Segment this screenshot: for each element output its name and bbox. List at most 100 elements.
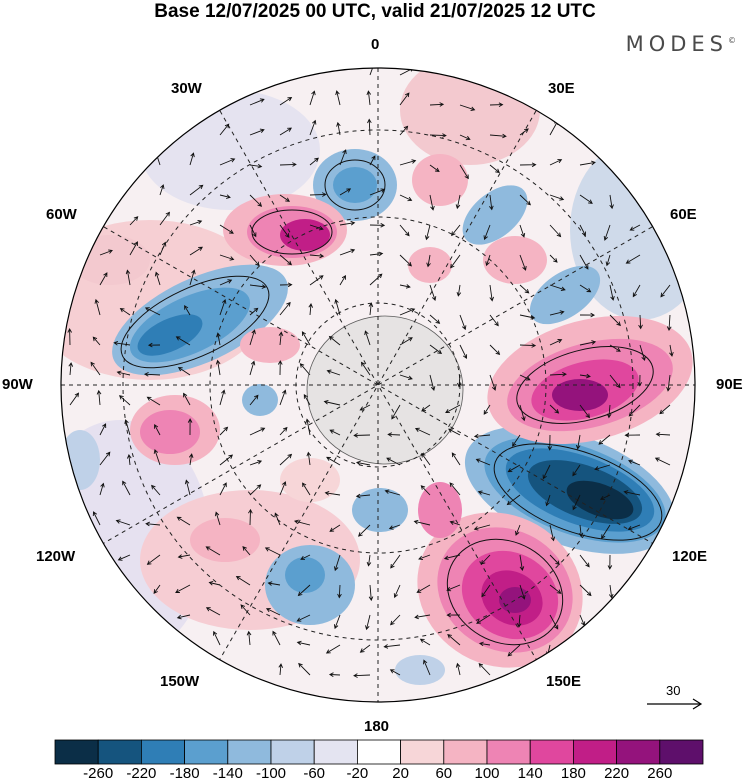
colorbar-swatch	[486, 739, 531, 765]
wind-arrow-icon	[366, 554, 372, 567]
wind-arrow-icon	[609, 314, 621, 327]
wind-arrow-icon	[628, 459, 641, 466]
colorbar-tick-label: 60	[435, 765, 453, 782]
wind-arrow-icon	[309, 192, 327, 197]
wind-arrow-icon	[445, 404, 461, 414]
wind-arrow-icon	[92, 511, 101, 526]
wind-arrow-icon	[599, 494, 611, 501]
colorbar-swatch	[443, 739, 488, 765]
wind-arrow-icon	[519, 254, 527, 271]
wind-arrow-icon	[451, 452, 461, 466]
wind-arrow-icon	[358, 524, 371, 537]
wind-arrow-icon	[299, 363, 311, 376]
wind-arrow-icon	[249, 224, 257, 238]
wind-arrow-icon	[507, 644, 521, 657]
wind-arrow-icon	[328, 672, 341, 677]
wind-arrow-icon	[669, 344, 674, 357]
wind-arrow-icon	[489, 344, 501, 356]
wind-arrow-icon	[419, 638, 431, 646]
wind-arrow-icon	[594, 464, 611, 471]
wind-arrow-icon	[579, 312, 596, 318]
wind-arrow-icon	[249, 394, 259, 406]
wind-arrow-icon	[264, 547, 281, 556]
wind-scale-arrow-icon	[647, 698, 703, 710]
wind-arrow-icon	[278, 663, 284, 676]
wind-arrow-icon	[119, 395, 131, 406]
wind-arrow-icon	[188, 453, 194, 466]
colorbar-swatch	[97, 739, 142, 765]
colorbar-tick-label: 100	[474, 765, 500, 782]
wind-arrow-icon	[176, 614, 191, 620]
wind-arrow-icon	[478, 641, 491, 647]
wind-arrow-icon	[249, 329, 256, 346]
colorbar-swatch	[184, 739, 229, 765]
wind-arrow-icon	[151, 484, 161, 496]
colorbar-swatch	[356, 739, 401, 765]
wind-arrow-icon	[639, 344, 646, 361]
wind-arrow-icon	[545, 494, 551, 507]
wind-arrow-icon	[249, 307, 259, 316]
wind-arrow-icon	[309, 157, 319, 166]
wind-arrow-icon	[249, 128, 265, 136]
wind-arrow-icon	[387, 432, 401, 437]
wind-arrow-icon	[459, 344, 468, 360]
lon-label-30e: 30E	[548, 80, 575, 97]
wind-arrow-icon	[359, 644, 371, 653]
wind-arrow-icon	[119, 307, 131, 316]
wind-arrow-icon	[267, 581, 281, 586]
wind-arrow-icon	[549, 614, 559, 630]
wind-arrow-icon	[399, 308, 416, 316]
wind-arrow-icon	[579, 614, 586, 627]
wind-arrow-icon	[298, 662, 311, 676]
wind-arrow-icon	[176, 516, 191, 526]
wind-arrow-icon	[549, 158, 563, 166]
wind-arrow-icon	[659, 404, 671, 415]
wind-arrow-icon	[601, 524, 611, 539]
wind-arrow-icon	[579, 284, 592, 293]
wind-arrow-icon	[549, 310, 565, 316]
wind-arrow-icon	[323, 399, 341, 406]
wind-arrow-icon	[333, 614, 341, 630]
wind-arrow-icon	[603, 224, 611, 241]
wind-arrow-icon	[369, 223, 386, 228]
wind-scale-value: 30	[666, 683, 681, 698]
wind-arrow-icon	[399, 337, 413, 346]
wind-arrow-icon	[549, 194, 565, 201]
wind-vectors	[67, 68, 674, 678]
wind-arrow-icon	[429, 194, 435, 211]
wind-arrow-icon	[609, 374, 621, 389]
wind-arrow-icon	[309, 253, 325, 259]
wind-arrow-icon	[473, 524, 491, 531]
wind-arrow-icon	[390, 554, 401, 569]
wind-arrow-icon	[609, 194, 614, 210]
wind-arrow-icon	[215, 359, 221, 376]
colorbar-tick-label: 180	[560, 765, 586, 782]
wind-arrow-icon	[219, 299, 227, 316]
wind-arrow-icon	[609, 284, 615, 301]
colorbar-swatch	[313, 739, 358, 765]
wind-arrow-icon	[92, 336, 101, 346]
wind-arrow-icon	[414, 427, 431, 436]
wind-arrow-icon	[608, 584, 614, 599]
wind-arrow-icon	[339, 188, 352, 196]
wind-arrow-icon	[279, 389, 287, 406]
wind-arrow-icon	[187, 418, 193, 436]
wind-arrow-icon	[515, 524, 521, 536]
wind-arrow-icon	[459, 314, 467, 331]
wind-arrow-icon	[214, 511, 221, 526]
wind-arrow-icon	[579, 340, 597, 346]
lon-label-150e: 150E	[546, 673, 582, 690]
lon-label-150w: 150W	[160, 673, 200, 690]
colorbar-tick-label: 260	[647, 765, 673, 782]
wind-arrow-icon	[113, 340, 131, 346]
colorbar-swatch	[270, 739, 315, 765]
wind-arrow-icon	[455, 662, 461, 676]
lon-label-60w: 60W	[46, 206, 77, 223]
wind-arrow-icon	[279, 453, 293, 466]
wind-arrow-icon	[519, 554, 525, 572]
wind-arrow-icon	[429, 102, 445, 107]
wind-arrow-icon	[549, 404, 560, 414]
wind-arrow-icon	[446, 584, 461, 592]
wind-arrow-icon	[456, 374, 462, 388]
wind-arrow-icon	[360, 361, 371, 376]
